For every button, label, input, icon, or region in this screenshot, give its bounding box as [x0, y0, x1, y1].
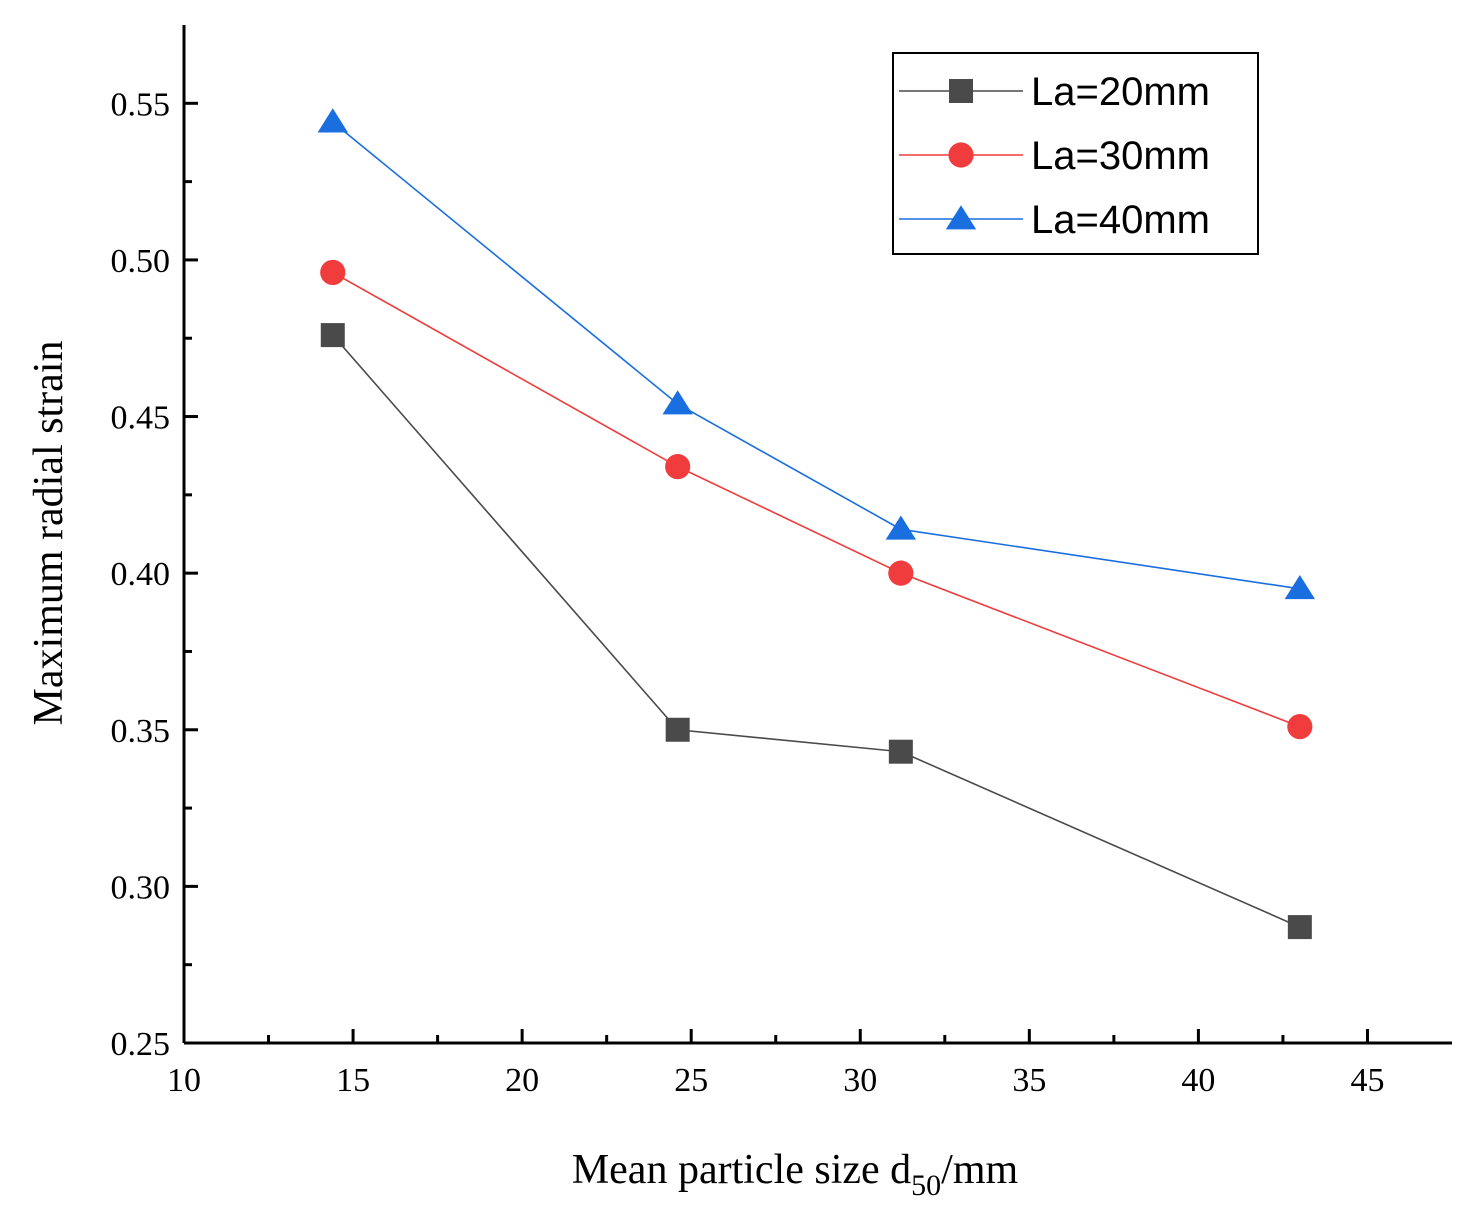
data-point: [662, 390, 693, 415]
data-point: [885, 515, 917, 540]
y-tick-label: 0.25: [111, 1026, 171, 1063]
legend-marker: [945, 205, 977, 230]
legend-marker: [948, 142, 974, 168]
x-tick-label: 10: [167, 1062, 201, 1099]
x-tick-label: 20: [505, 1062, 539, 1099]
x-tick-label: 35: [1012, 1062, 1046, 1099]
y-tick-label: 0.30: [111, 869, 171, 906]
legend-label: La=30mm: [1031, 134, 1210, 178]
series-La=20mm: [320, 323, 1312, 940]
data-point: [888, 560, 914, 586]
legend-entry: La=20mm: [899, 70, 1210, 114]
data-point: [317, 108, 348, 133]
legend-entry: La=30mm: [899, 134, 1210, 178]
x-tick-label: 45: [1350, 1062, 1384, 1099]
legend-label: La=40mm: [1031, 198, 1210, 242]
legend-entry: La=40mm: [899, 198, 1210, 242]
x-tick-label: 40: [1181, 1062, 1215, 1099]
data-point: [888, 739, 913, 764]
legend-label: La=20mm: [1031, 70, 1210, 114]
series-line: [332, 271, 1301, 728]
y-tick-label: 0.50: [111, 243, 171, 280]
axes: 10 15 20 25 30 35 40 45 0.25 0.30 0.35 0.40 0.45 0.50…: [111, 25, 1452, 1099]
y-tick-label: 0.45: [111, 400, 171, 437]
series-La=30mm: [320, 259, 1313, 740]
data-point: [320, 259, 346, 286]
y-axis-title: Maximum radial strain: [26, 341, 72, 726]
x-tick-label: 25: [674, 1062, 708, 1099]
data-point: [1284, 575, 1316, 600]
series-layer: [317, 108, 1316, 940]
x-tick-label: 30: [843, 1062, 877, 1099]
data-point: [665, 717, 690, 742]
data-point: [320, 323, 345, 348]
legend: La=20mm La=30mm La=40mm: [892, 52, 1259, 255]
y-tick-label: 0.40: [111, 556, 171, 593]
x-axis-title-unit: /mm: [941, 1147, 1018, 1193]
series-line: [332, 334, 1301, 928]
x-axis-title-subscript: 50: [911, 1169, 941, 1202]
data-point: [1287, 915, 1312, 940]
y-tick-label: 0.55: [111, 86, 171, 123]
x-tick-label: 15: [336, 1062, 370, 1099]
x-axis-title-main: Mean particle size d: [572, 1147, 911, 1193]
data-point: [665, 454, 691, 480]
data-point: [1287, 714, 1313, 740]
y-tick-label: 0.35: [111, 713, 171, 750]
x-axis-title: Mean particle size d50/mm: [572, 1147, 1019, 1202]
series-line: [332, 121, 1300, 590]
series-La=40mm: [317, 108, 1316, 600]
legend-marker: [949, 79, 973, 103]
